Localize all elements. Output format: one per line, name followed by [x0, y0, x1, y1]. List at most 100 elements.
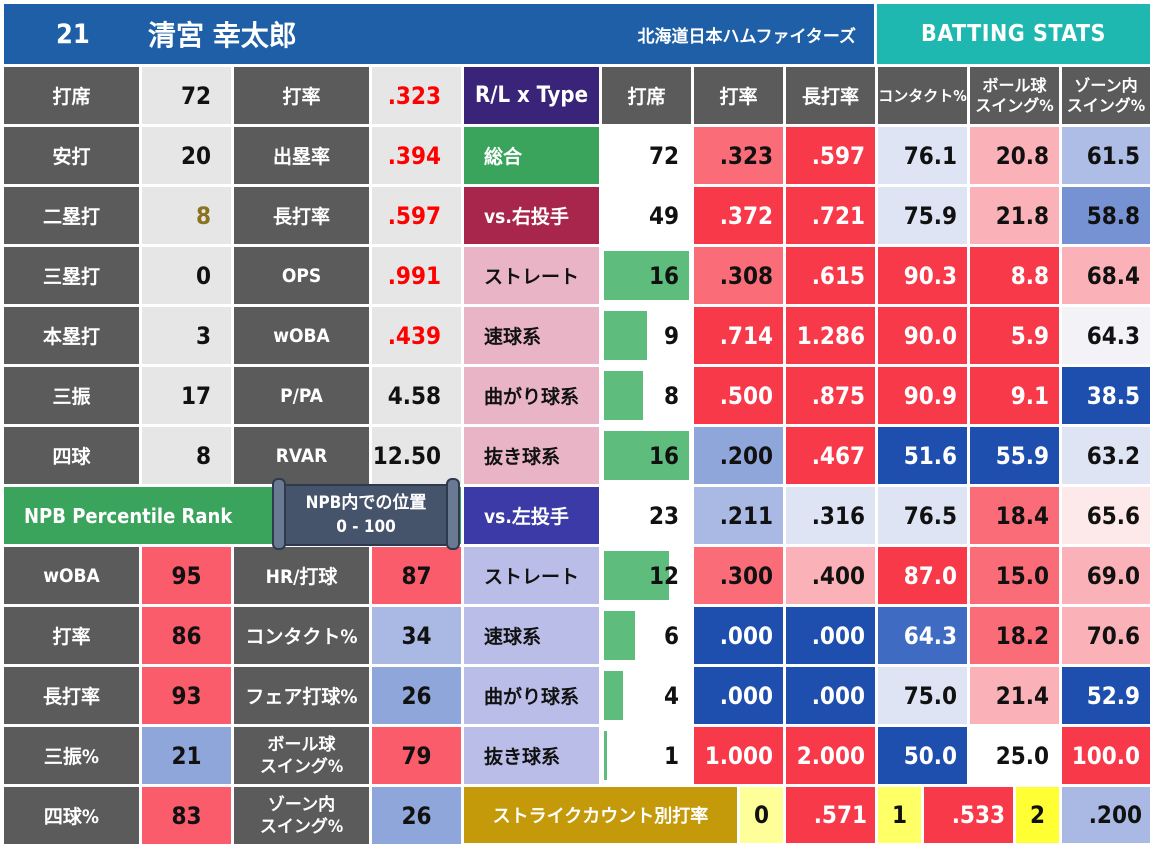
split-pa-value: 12: [648, 561, 679, 590]
split-chase: 15.0: [970, 547, 1059, 604]
split-slg: .721: [786, 187, 875, 244]
split-avg: .300: [694, 547, 783, 604]
split-zone: 70.6: [1062, 607, 1150, 664]
split-slg: .400: [786, 547, 875, 604]
split-header-zone-line1: ゾーン内: [1074, 75, 1138, 95]
split-header-chase-line2: スイング%: [975, 95, 1054, 115]
split-slg: 2.000: [786, 727, 875, 784]
split-pa-value: 1: [663, 741, 679, 770]
split-contact: 75.9: [878, 187, 967, 244]
stat-label: wOBA: [234, 307, 369, 364]
split-slg: .467: [786, 427, 875, 484]
split-pa-bar: [604, 671, 623, 720]
split-pa-bar: [604, 431, 689, 480]
split-type: vs.左投手: [464, 487, 599, 544]
team-name: 北海道日本ハムファイターズ: [637, 26, 856, 47]
split-header-type: R/L x Type: [464, 67, 599, 124]
split-pa-value: 23: [648, 501, 679, 530]
stat-value: 17: [142, 367, 231, 424]
split-avg: 1.000: [694, 727, 783, 784]
stat-label: 二塁打: [4, 187, 139, 244]
strike-count-label: ストライクカウント別打率: [464, 787, 737, 843]
split-zone: 61.5: [1062, 127, 1150, 184]
split-pa-cell: 4: [602, 667, 691, 724]
split-pa-value: 9: [663, 321, 679, 350]
stat-value: 0: [142, 247, 231, 304]
split-pa-value: 72: [648, 141, 679, 170]
percentile-label: ボール球 スイング%: [234, 727, 369, 784]
split-type: vs.右投手: [464, 187, 599, 244]
split-contact: 50.0: [878, 727, 967, 784]
tooltip-scroll-right: [446, 478, 460, 550]
split-avg: .714: [694, 307, 783, 364]
split-contact: 90.3: [878, 247, 967, 304]
split-zone: 68.4: [1062, 247, 1150, 304]
split-pa-cell: 16: [602, 247, 691, 304]
split-contact: 87.0: [878, 547, 967, 604]
percentile-label: 長打率: [4, 667, 139, 724]
tooltip-line2: 0 - 100: [336, 517, 396, 537]
percentile-value: 21: [142, 727, 231, 784]
split-pa-bar: [604, 251, 689, 300]
split-pa-cell: 8: [602, 367, 691, 424]
tooltip-line1: NPB内での位置: [305, 493, 427, 513]
split-contact: 75.0: [878, 667, 967, 724]
strike-count-1-avg: .533: [924, 787, 1013, 843]
percentile-value: 83: [142, 787, 231, 844]
split-header-avg: 打率: [694, 67, 783, 124]
split-avg: .000: [694, 607, 783, 664]
split-pa-bar: [604, 611, 635, 660]
stat-label: 打率: [234, 67, 369, 124]
tooltip-scroll-left: [272, 478, 286, 550]
stat-value: .439: [372, 307, 461, 364]
split-contact: 64.3: [878, 607, 967, 664]
split-type: ストレート: [464, 547, 599, 604]
split-header-zone: ゾーン内 スイング%: [1062, 67, 1150, 124]
player-name: 清宮 幸太郎: [148, 19, 297, 52]
split-type: ストレート: [464, 247, 599, 304]
title-bar: 21 清宮 幸太郎 北海道日本ハムファイターズ: [4, 4, 874, 64]
player-number: 21: [56, 18, 90, 50]
split-pa-value: 16: [648, 261, 679, 290]
percentile-label-line1: ゾーン内: [267, 794, 336, 815]
stat-label: P/PA: [234, 367, 369, 424]
split-pa-cell: 49: [602, 187, 691, 244]
section-title: BATTING STATS: [877, 4, 1150, 64]
split-pa-bar: [604, 371, 643, 420]
split-slg: 1.286: [786, 307, 875, 364]
percentile-label: HR/打球: [234, 547, 369, 604]
stat-value: .597: [372, 187, 461, 244]
split-zone: 58.8: [1062, 187, 1150, 244]
percentile-label: 打率: [4, 607, 139, 664]
stat-label: RVAR: [234, 427, 369, 484]
split-contact: 51.6: [878, 427, 967, 484]
percentile-value: 26: [372, 787, 461, 844]
percentile-tooltip: NPB内での位置 0 - 100: [272, 478, 460, 550]
split-slg: .875: [786, 367, 875, 424]
split-avg: .372: [694, 187, 783, 244]
split-type: 曲がり球系: [464, 667, 599, 724]
stat-value: .323: [372, 67, 461, 124]
stat-value: .394: [372, 127, 461, 184]
split-contact: 76.1: [878, 127, 967, 184]
stat-value: 20: [142, 127, 231, 184]
percentile-value: 26: [372, 667, 461, 724]
split-zone: 38.5: [1062, 367, 1150, 424]
split-header-contact: コンタクト%: [878, 67, 967, 124]
split-pa-cell: 1: [602, 727, 691, 784]
percentile-value: 93: [142, 667, 231, 724]
stat-value: 72: [142, 67, 231, 124]
split-contact: 90.9: [878, 367, 967, 424]
percentile-value: 87: [372, 547, 461, 604]
split-pa-cell: 72: [602, 127, 691, 184]
split-avg: .308: [694, 247, 783, 304]
split-pa-bar: [604, 551, 669, 600]
split-pa-value: 49: [648, 201, 679, 230]
split-chase: 18.4: [970, 487, 1059, 544]
split-pa-cell: 9: [602, 307, 691, 364]
split-chase: 25.0: [970, 727, 1059, 784]
split-zone: 100.0: [1062, 727, 1150, 784]
split-chase: 21.4: [970, 667, 1059, 724]
stat-value: 8: [142, 427, 231, 484]
